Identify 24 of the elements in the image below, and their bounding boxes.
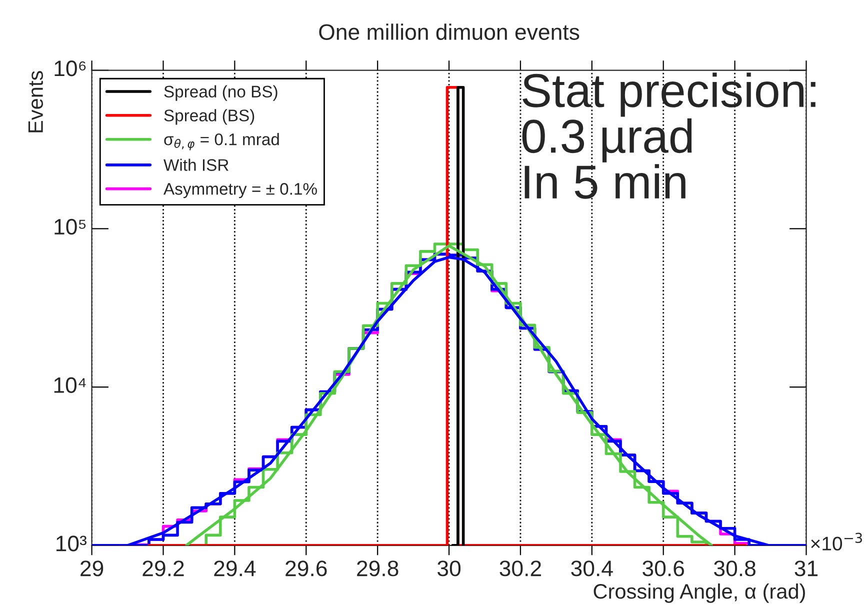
x-tick-label: 30.2 — [500, 560, 541, 576]
x-tick-label: 29.4 — [214, 560, 256, 576]
x-tick-label: 30.8 — [714, 560, 756, 576]
legend-label: σ$_{θ,φ}$ = 0.1 mrad — [164, 133, 279, 150]
x-tick-label: 29 — [80, 560, 104, 576]
x-tick-label: 30 — [438, 560, 461, 576]
x-tick-label: 30.6 — [642, 560, 684, 576]
y-tick-label: 10⁶ — [54, 60, 86, 76]
text: ×10$^{−3}$ — [811, 532, 862, 550]
chart-title: One million dimuon events — [319, 24, 580, 40]
legend-label: Asymmetry = ± 0.1% — [163, 183, 317, 198]
x-tick-label: 29.8 — [357, 560, 398, 576]
x-tick-label: 29.2 — [142, 560, 184, 576]
y-axis-title: Events — [28, 71, 43, 132]
legend-label: Spread (no BS) — [164, 85, 278, 101]
y-tick-label: 10³ — [56, 536, 87, 552]
legend-label: Spread (BS) — [164, 109, 254, 125]
y-tick-label: 10⁴ — [54, 377, 86, 393]
legend-label: With ISR — [164, 158, 228, 171]
x-tick-label: 31 — [794, 560, 818, 576]
y-tick-label: 10⁵ — [54, 218, 86, 235]
x-tick-label: 29.6 — [286, 560, 327, 576]
x-tick-label: 30.4 — [571, 560, 613, 576]
x-axis-title: Crossing Angle, α (rad) — [594, 583, 805, 603]
